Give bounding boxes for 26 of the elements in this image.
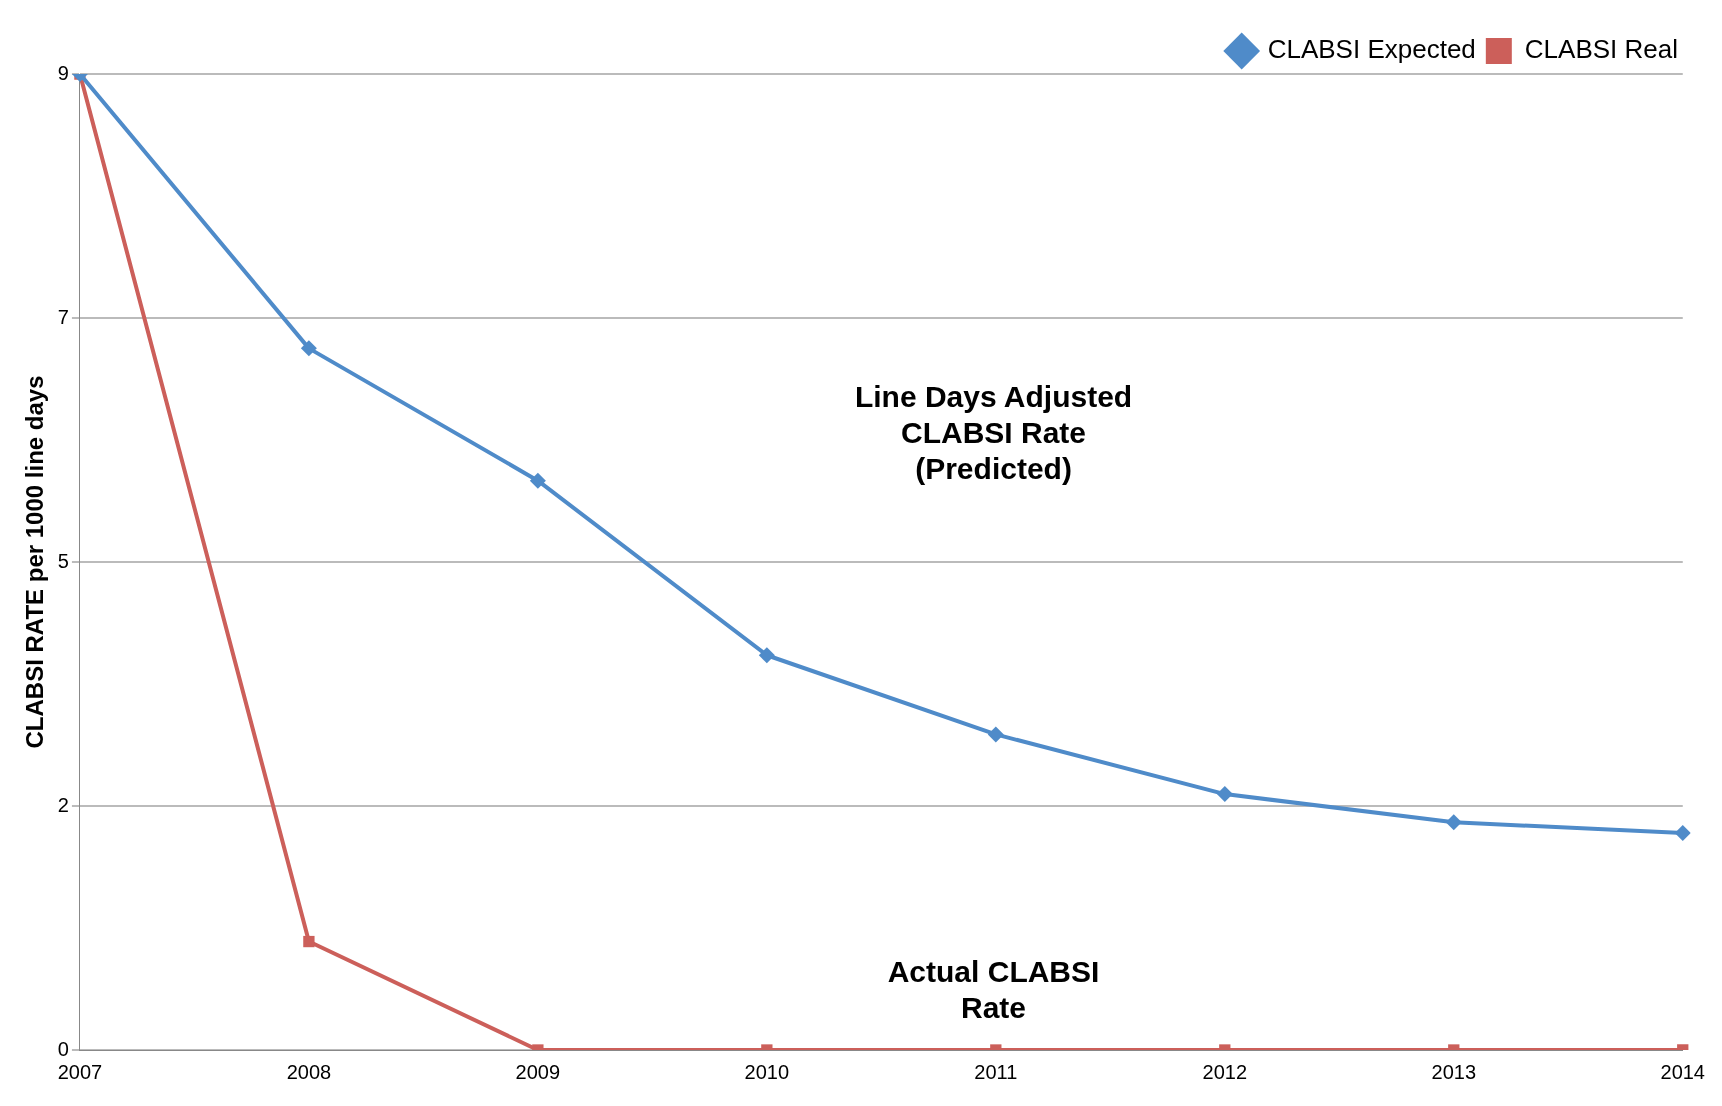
point bbox=[758, 647, 775, 664]
x-tick-label: 2014 bbox=[1660, 1060, 1705, 1083]
x-tick-label: 2013 bbox=[1431, 1060, 1477, 1083]
x-tick-label: 2008 bbox=[286, 1060, 332, 1083]
x-tick-label: 2009 bbox=[515, 1060, 561, 1083]
point bbox=[1216, 786, 1233, 803]
legend-label: CLABSI Expected bbox=[1267, 34, 1476, 65]
point bbox=[303, 935, 315, 948]
y-tick-label: 7 bbox=[57, 305, 69, 328]
y-axis-title: CLABSI RATE per 1000 line days bbox=[21, 375, 49, 749]
point bbox=[529, 472, 546, 489]
x-tick-label: 2011 bbox=[974, 1060, 1018, 1083]
y-tick-label: 9 bbox=[57, 61, 69, 84]
point bbox=[1445, 814, 1462, 831]
x-tick-label: 2010 bbox=[744, 1060, 790, 1083]
point bbox=[300, 340, 317, 357]
x-tick-label: 2012 bbox=[1202, 1060, 1248, 1083]
y-tick-label: 0 bbox=[57, 1037, 69, 1060]
y-tick-label: 5 bbox=[57, 549, 69, 572]
y-tick-label: 2 bbox=[57, 793, 69, 816]
legend-label: CLABSI Real bbox=[1524, 34, 1679, 65]
annotation: Actual CLABSI Rate bbox=[887, 954, 1100, 1024]
point bbox=[987, 726, 1004, 743]
x-tick-label: 2007 bbox=[57, 1060, 103, 1083]
annotation: Line Days Adjusted CLABSI Rate (Predicted) bbox=[854, 380, 1133, 486]
point bbox=[1674, 825, 1691, 842]
